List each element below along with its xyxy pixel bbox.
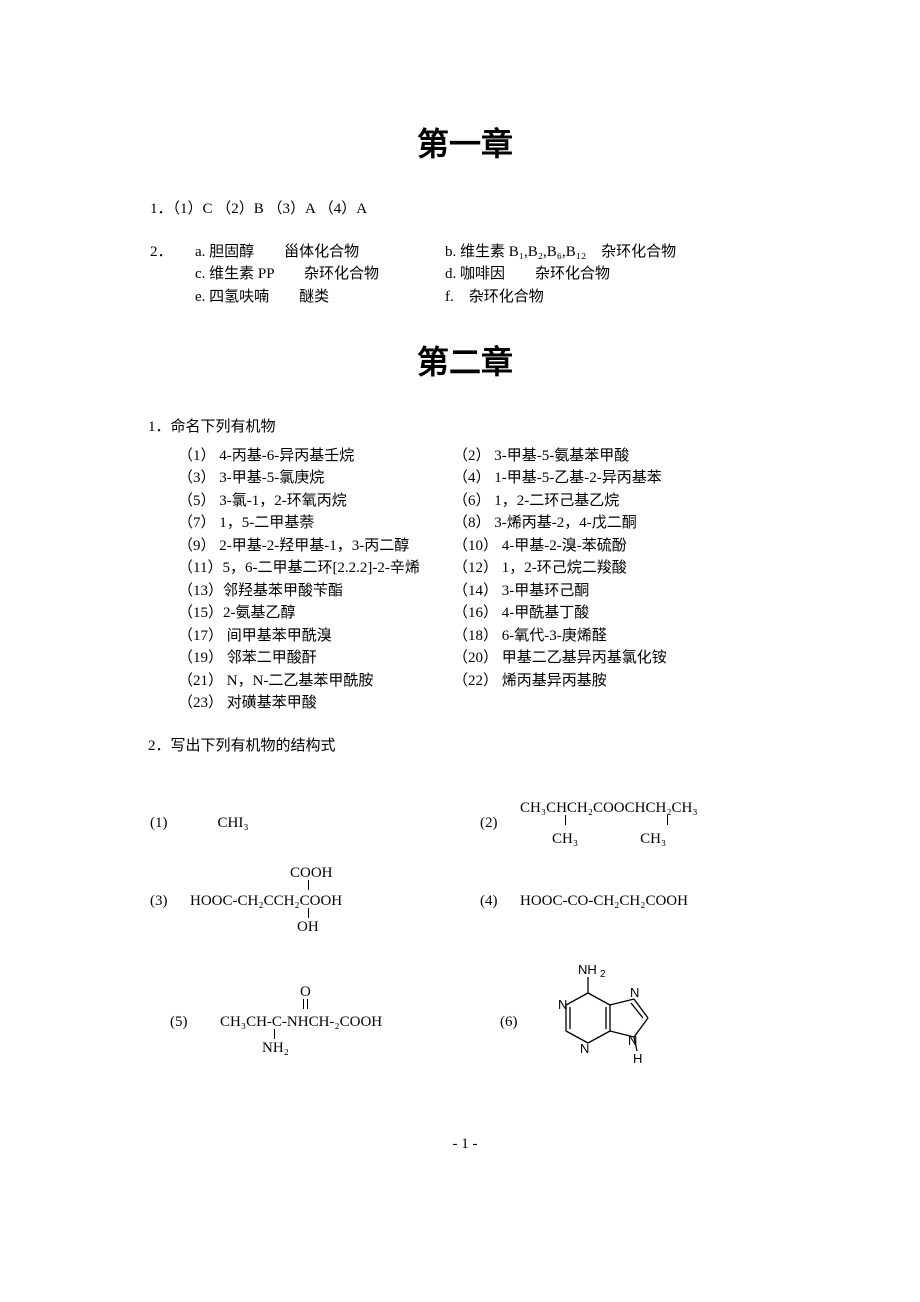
q1-item: （23） 对磺基苯甲酸 (178, 692, 453, 715)
q1-item: （5） 3-氯-1，2-环氧丙烷 (178, 490, 453, 513)
formula-num: (6) (500, 1011, 540, 1034)
formula-5-nh2: NH₂ (262, 1037, 289, 1060)
ch2-q1-heading: 1．命名下列有机物 (148, 416, 780, 439)
q1-item: （22） 烯丙基异丙基胺 (453, 670, 780, 693)
svg-text:N: N (630, 985, 639, 1000)
formula-3-oh: OH (297, 916, 319, 939)
q1-item: （16） 4-甲酰基丁酸 (453, 602, 780, 625)
formula-3-cooh: COOH (290, 862, 333, 885)
formula-num: (2) (480, 812, 520, 835)
q1-item: （2） 3-甲基-5-氨基苯甲酸 (453, 445, 780, 468)
formula-5-o: O (300, 981, 311, 1004)
q1-item: （8） 3-烯丙基-2，4-戊二酮 (453, 512, 780, 535)
formula-num: (4) (480, 890, 520, 913)
ch1-q2-row: e. 四氢呋喃 醚类 f. 杂环化合物 (195, 286, 780, 309)
q1-item: （21） N，N-二乙基苯甲酰胺 (178, 670, 453, 693)
q1-item: （1） 4-丙基-6-异丙基壬烷 (178, 445, 453, 468)
ch1-q2: 2． a. 胆固醇 甾体化合物 b. 维生素 B₁,B₂,B₆,B₁₂ 杂环化合… (150, 241, 780, 309)
ch1-q2-row: c. 维生素 PP 杂环化合物 d. 咖啡因 杂环化合物 (195, 263, 780, 286)
formula-num: (5) (170, 1011, 220, 1034)
formula-6-adenine: NH 2 N N N N H (540, 963, 670, 1083)
formula-3: COOH HOOC-CH₂CCH₂COOH OH (190, 890, 390, 913)
q1-item: （6） 1，2-二环己基乙烷 (453, 490, 780, 513)
formula-5: O CH₃CH-C-NHCH-₂COOH NH₂ (220, 1011, 382, 1034)
svg-text:N: N (558, 997, 567, 1012)
ch1-q2-cell: c. 维生素 PP 杂环化合物 (195, 263, 445, 286)
chapter1-title: 第一章 (150, 120, 780, 168)
q1-item: （17） 间甲基苯甲酰溴 (178, 625, 453, 648)
ch1-q2-cell: a. 胆固醇 甾体化合物 (195, 241, 445, 264)
svg-text:2: 2 (600, 969, 606, 980)
formula-5-main: CH₃CH-C-NHCH-₂COOH (220, 1011, 382, 1034)
q1-item: （18） 6-氧代-3-庚烯醛 (453, 625, 780, 648)
q1-item: （12） 1，2-环己烷二羧酸 (453, 557, 780, 580)
q1-item: （20） 甲基二乙基异丙基氯化铵 (453, 647, 780, 670)
formula-2-ch3a: CH₃ (552, 828, 578, 851)
chapter2-title: 第二章 (150, 338, 780, 386)
q1-item: （11）5，6-二甲基二环[2.2.2]-2-辛烯 (178, 557, 453, 580)
ch1-q1: 1．（1）C （2）B （3）A （4）A (150, 198, 780, 221)
q1-item: （4） 1-甲基-5-乙基-2-异丙基苯 (453, 467, 780, 490)
formula-num: (3) (150, 890, 190, 913)
q1-item: （19） 邻苯二甲酸酐 (178, 647, 453, 670)
ch1-q2-cell: b. 维生素 B₁,B₂,B₆,B₁₂ 杂环化合物 (445, 241, 780, 264)
q1-item: （13）邻羟基苯甲酸苄酯 (178, 580, 453, 603)
ch1-q2-cell: d. 咖啡因 杂环化合物 (445, 263, 780, 286)
q1-item: （3） 3-甲基-5-氯庚烷 (178, 467, 453, 490)
ch1-q2-label: 2． (150, 241, 195, 309)
ch1-q2-row: a. 胆固醇 甾体化合物 b. 维生素 B₁,B₂,B₆,B₁₂ 杂环化合物 (195, 241, 780, 264)
q1-item (453, 692, 780, 715)
svg-text:N: N (628, 1033, 637, 1048)
ch2-q2-heading: 2．写出下列有机物的结构式 (148, 735, 780, 758)
formula-num: (1) (150, 812, 168, 835)
ch2-q1-grid: （1） 4-丙基-6-异丙基壬烷（2） 3-甲基-5-氨基苯甲酸 （3） 3-甲… (178, 445, 780, 715)
q1-item: （15）2-氨基乙醇 (178, 602, 453, 625)
formula-1: CHI₃ (218, 812, 249, 835)
q1-item: （7） 1，5-二甲基萘 (178, 512, 453, 535)
formula-6-nh2: NH (578, 963, 597, 977)
formula-6-h: H (633, 1051, 642, 1066)
ch1-q2-cell: e. 四氢呋喃 醚类 (195, 286, 445, 309)
q1-item: （14） 3-甲基环己酮 (453, 580, 780, 603)
formula-2-line1: CH₃CHCH₂COOCHCH₂CH₃ (520, 797, 698, 820)
formula-2: CH₃CHCH₂COOCHCH₂CH₃ CH₃ CH₃ (520, 797, 698, 850)
formula-4: HOOC-CO-CH₂CH₂COOH (520, 890, 688, 913)
svg-text:N: N (580, 1041, 589, 1056)
ch1-q2-cell: f. 杂环化合物 (445, 286, 780, 309)
q1-item: （10） 4-甲基-2-溴-苯硫酚 (453, 535, 780, 558)
formula-3-main: HOOC-CH₂CCH₂COOH (190, 890, 390, 913)
formula-2-ch3b: CH₃ (640, 828, 666, 851)
page-number: - 1 - (150, 1133, 780, 1156)
q1-item: （9） 2-甲基-2-羟甲基-1，3-丙二醇 (178, 535, 453, 558)
